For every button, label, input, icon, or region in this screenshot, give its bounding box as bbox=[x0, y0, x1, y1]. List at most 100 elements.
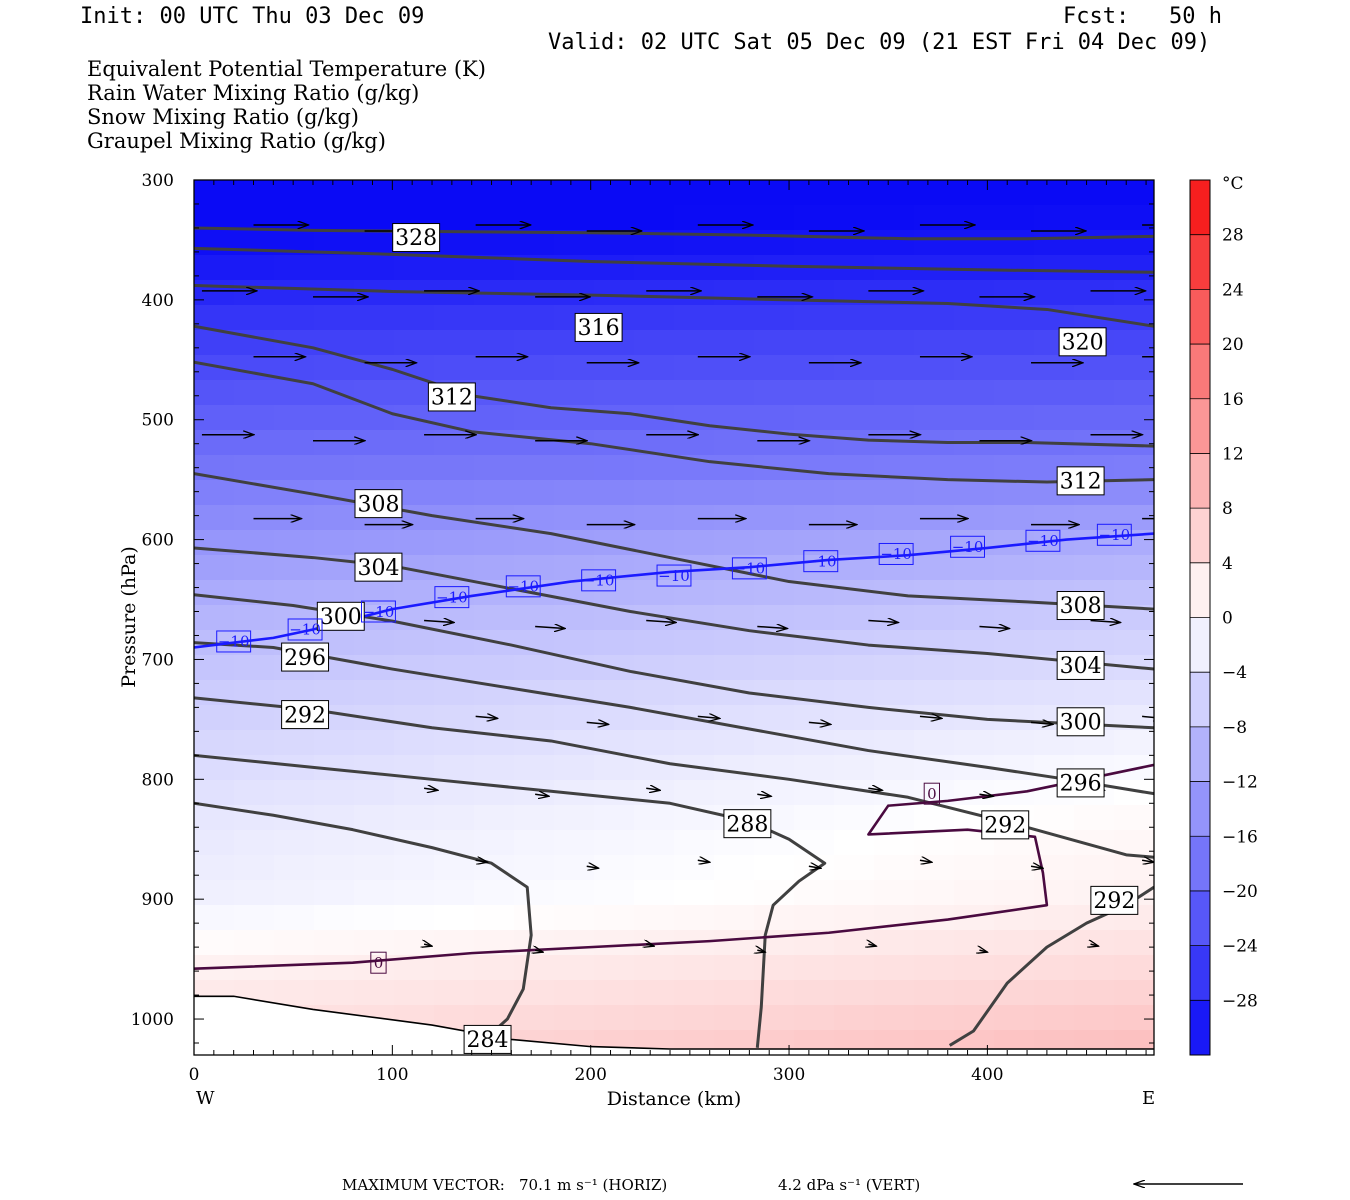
temperature-cell bbox=[194, 205, 235, 231]
colorbar-segment bbox=[1190, 617, 1210, 673]
temperature-cell bbox=[434, 930, 475, 956]
temperature-cell bbox=[354, 205, 395, 231]
temperature-cell bbox=[1034, 205, 1075, 231]
wind-vector bbox=[586, 722, 609, 724]
colorbar-segment bbox=[1190, 180, 1210, 236]
temperature-cell bbox=[794, 530, 835, 556]
temperature-cell bbox=[714, 730, 755, 756]
temperature-cell bbox=[794, 905, 835, 931]
temperature-cell bbox=[954, 180, 995, 206]
field-legend-snow: Snow Mixing Ratio (g/kg) bbox=[87, 105, 359, 129]
temperature-cell bbox=[194, 555, 235, 581]
temperature-cell bbox=[634, 255, 675, 281]
temperature-cell bbox=[314, 405, 355, 431]
temperature-cell bbox=[914, 455, 955, 481]
temperature-cell bbox=[594, 480, 635, 506]
temperature-cell bbox=[994, 230, 1035, 256]
temperature-cell bbox=[1074, 205, 1115, 231]
temperature-cell bbox=[834, 755, 875, 781]
wind-vector bbox=[979, 950, 987, 952]
temperature-cell bbox=[474, 530, 515, 556]
temperature-cell bbox=[674, 880, 715, 906]
temperature-cell bbox=[954, 405, 995, 431]
isotherm-label: −10 bbox=[880, 545, 912, 563]
temperature-cell bbox=[394, 630, 435, 656]
temperature-cell bbox=[594, 355, 635, 381]
temperature-cell bbox=[234, 705, 275, 731]
temperature-cell bbox=[634, 805, 675, 831]
temperature-cell bbox=[634, 680, 675, 706]
temperature-cell bbox=[234, 880, 275, 906]
temperature-cell bbox=[234, 730, 275, 756]
temperature-cell bbox=[554, 280, 595, 306]
temperature-cell bbox=[994, 755, 1035, 781]
temperature-cell bbox=[914, 330, 955, 356]
temperature-cell bbox=[234, 205, 275, 231]
temperature-cell bbox=[554, 505, 595, 531]
temperature-cell bbox=[914, 855, 955, 881]
temperature-cell bbox=[274, 580, 315, 606]
temperature-cell bbox=[994, 555, 1035, 581]
temperature-cell bbox=[914, 230, 955, 256]
temperature-cell bbox=[394, 880, 435, 906]
wind-vector bbox=[475, 716, 498, 718]
temperature-cell bbox=[354, 330, 395, 356]
isotherm-label-box bbox=[434, 586, 470, 609]
theta-e-contour-label: 284 bbox=[467, 1028, 509, 1053]
temperature-cell bbox=[274, 830, 315, 856]
colorbar-segment bbox=[1190, 508, 1210, 564]
temperature-cell bbox=[594, 830, 635, 856]
temperature-cell bbox=[314, 205, 355, 231]
isotherm-label: −10 bbox=[289, 621, 321, 639]
temperature-cell bbox=[674, 205, 715, 231]
y-tick-label: 900 bbox=[142, 890, 174, 910]
temperature-cell bbox=[1114, 930, 1154, 956]
temperature-cell bbox=[234, 430, 275, 456]
temperature-cell bbox=[1114, 630, 1154, 656]
temperature-cell bbox=[1114, 730, 1154, 756]
temperature-cell bbox=[514, 805, 555, 831]
temperature-cell bbox=[474, 480, 515, 506]
temperature-cell bbox=[834, 230, 875, 256]
temperature-cell bbox=[554, 830, 595, 856]
temperature-cell bbox=[994, 655, 1035, 681]
temperature-cell bbox=[514, 1005, 555, 1031]
temperature-cell bbox=[1074, 380, 1115, 406]
temperature-cell bbox=[554, 630, 595, 656]
init-time: Init: 00 UTC Thu 03 Dec 09 bbox=[80, 4, 425, 29]
temperature-cell bbox=[914, 505, 955, 531]
temperature-cell bbox=[554, 705, 595, 731]
temperature-cell bbox=[674, 730, 715, 756]
temperature-cell bbox=[1074, 280, 1115, 306]
temperature-cell bbox=[354, 730, 395, 756]
temperature-cell bbox=[834, 780, 875, 806]
temperature-cell bbox=[794, 755, 835, 781]
temperature-cell bbox=[954, 480, 995, 506]
temperature-cell bbox=[754, 930, 795, 956]
temperature-cell bbox=[1034, 355, 1075, 381]
temperature-cell bbox=[514, 205, 555, 231]
temperature-cell bbox=[914, 580, 955, 606]
plot-frame bbox=[193, 179, 1155, 1056]
temperature-cell bbox=[394, 680, 435, 706]
temperature-cell bbox=[754, 305, 795, 331]
temperature-cell bbox=[434, 480, 475, 506]
temperature-cell bbox=[914, 980, 955, 1006]
colorbar-segment bbox=[1190, 890, 1210, 947]
theta-e-contour-label-box bbox=[1056, 707, 1105, 737]
temperature-cell bbox=[314, 330, 355, 356]
temperature-cell bbox=[354, 880, 395, 906]
temperature-cell bbox=[474, 655, 515, 681]
theta-e-contour-label-box bbox=[574, 312, 623, 342]
temperature-cell bbox=[554, 980, 595, 1006]
temperature-cell bbox=[594, 955, 635, 981]
isotherm-label-box bbox=[505, 575, 541, 598]
temperature-cell bbox=[1034, 1005, 1075, 1031]
temperature-cell bbox=[634, 330, 675, 356]
temperature-cell bbox=[474, 805, 515, 831]
temperature-cell bbox=[914, 305, 955, 331]
temperature-cell bbox=[594, 455, 635, 481]
temperature-cell bbox=[274, 255, 315, 281]
temperature-cell bbox=[794, 330, 835, 356]
theta-e-contour-line bbox=[194, 801, 533, 1039]
